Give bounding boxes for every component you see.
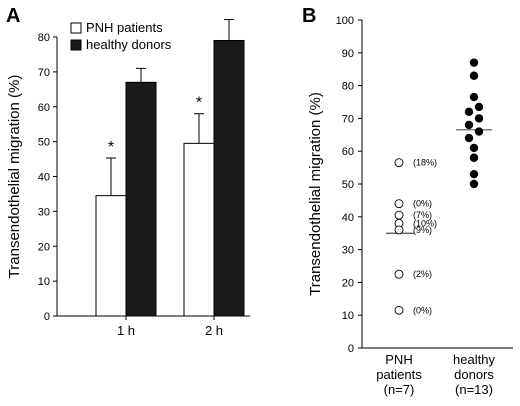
legend-swatch bbox=[70, 22, 82, 34]
point-label: (0%) bbox=[413, 305, 432, 315]
data-point-healthy bbox=[474, 127, 484, 136]
data-point-pnh bbox=[394, 305, 404, 315]
y-tick-label: 40 bbox=[342, 212, 354, 224]
bar-healthy-donors bbox=[213, 39, 245, 317]
y-tick-label: 60 bbox=[342, 146, 354, 158]
panel-a-bar-chart: 0 10 20 30 40 50 60 70 80 Transendothelial migrat… bbox=[6, 19, 250, 338]
y-tick-label: 70 bbox=[38, 67, 50, 79]
data-point-healthy bbox=[469, 179, 479, 189]
data-point-healthy bbox=[469, 153, 479, 162]
y-tick-label: 90 bbox=[342, 48, 354, 60]
x-category-label: patients bbox=[376, 367, 422, 382]
bar-healthy-donors bbox=[125, 81, 157, 317]
y-tick-label: 0 bbox=[348, 343, 354, 355]
point-label: (18%) bbox=[413, 158, 437, 168]
legend-entry: healthy donors bbox=[86, 37, 172, 52]
y-tick-label: 30 bbox=[342, 245, 354, 257]
data-point-healthy bbox=[464, 120, 474, 130]
significance-star: * bbox=[108, 139, 114, 156]
x-category-label: 2 h bbox=[205, 323, 223, 338]
y-tick-label: 60 bbox=[38, 102, 50, 114]
panel-b-scatter-chart: 0 10 20 30 40 50 60 70 80 90 100 Transendothelial m… bbox=[307, 15, 513, 397]
x-category-label: PNH bbox=[385, 352, 412, 367]
data-point-pnh bbox=[394, 210, 404, 220]
y-tick-label: 10 bbox=[38, 276, 50, 288]
data-point-healthy bbox=[469, 58, 479, 67]
y-tick-label: 40 bbox=[38, 172, 50, 184]
bar-pnh-patients bbox=[183, 142, 215, 317]
bar-pnh-patients bbox=[95, 195, 127, 317]
data-point-healthy bbox=[469, 143, 479, 153]
y-tick-label: 100 bbox=[336, 15, 354, 27]
panel-letter-b: B bbox=[302, 5, 316, 27]
y-tick-label: 30 bbox=[38, 206, 50, 218]
point-label: (7%) bbox=[413, 210, 432, 220]
panel-letter-a: A bbox=[6, 5, 20, 27]
x-category-label: healthy bbox=[453, 352, 495, 367]
data-point-healthy bbox=[469, 92, 479, 102]
y-tick-label: 70 bbox=[342, 113, 354, 125]
data-point-pnh bbox=[394, 269, 404, 279]
x-category-label: 1 h bbox=[117, 323, 135, 338]
y-tick-label: 80 bbox=[38, 32, 50, 44]
x-category-label: donors bbox=[454, 367, 494, 382]
x-category-label: (n=7) bbox=[384, 382, 415, 397]
y-tick-label: 10 bbox=[342, 310, 354, 322]
legend-swatch bbox=[70, 39, 82, 51]
point-label: (9%) bbox=[413, 225, 432, 235]
data-point-pnh bbox=[394, 199, 404, 209]
y-tick-label: 50 bbox=[38, 137, 50, 149]
data-point-pnh bbox=[394, 158, 404, 168]
point-label: (10%) bbox=[413, 218, 437, 228]
data-point-pnh bbox=[394, 225, 404, 235]
y-tick-label: 20 bbox=[342, 277, 354, 289]
data-point-healthy bbox=[474, 114, 484, 123]
y-tick-label: 80 bbox=[342, 81, 354, 93]
data-point-healthy bbox=[469, 169, 479, 179]
y-tick-label: 0 bbox=[44, 311, 50, 323]
data-point-healthy bbox=[464, 133, 474, 143]
data-point-healthy bbox=[464, 107, 474, 117]
point-label: (0%) bbox=[413, 199, 432, 209]
point-label: (2%) bbox=[413, 269, 432, 279]
y-axis-title: Transendothelial migration (%) bbox=[307, 92, 324, 296]
x-category-label: (n=13) bbox=[455, 382, 493, 397]
data-point-healthy bbox=[469, 71, 479, 80]
y-tick-label: 20 bbox=[38, 241, 50, 253]
y-axis-title: Transendothelial migration (%) bbox=[6, 75, 23, 279]
y-tick-label: 50 bbox=[342, 179, 354, 191]
significance-star: * bbox=[196, 95, 202, 112]
data-point-healthy bbox=[474, 102, 484, 112]
legend-entry: PNH patients bbox=[86, 20, 163, 35]
